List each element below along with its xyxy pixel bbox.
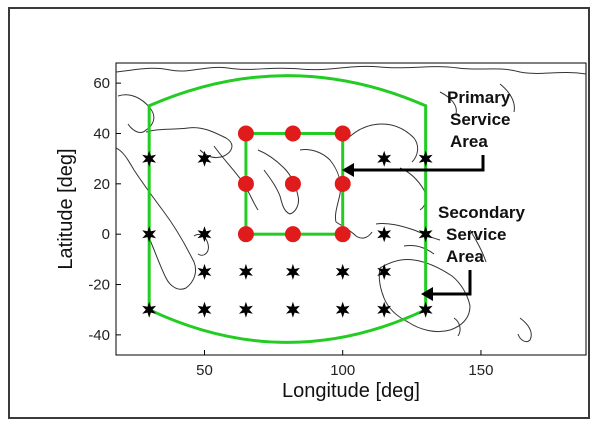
star-marker-13 — [142, 301, 157, 318]
star-marker-4 — [142, 226, 157, 243]
star-marker-11 — [335, 263, 350, 280]
y-tick-label: 40 — [93, 125, 110, 142]
star-marker-5 — [197, 226, 212, 243]
y-tick-label: 20 — [93, 176, 110, 193]
secondary-area-annotation: Secondary Service Area — [421, 203, 525, 301]
secondary-annotation-line-3: Area — [446, 247, 484, 266]
red-circle-marker-7 — [284, 226, 301, 243]
star-marker-9 — [239, 263, 253, 280]
star-marker-3 — [418, 150, 433, 167]
world-map-coastlines — [116, 65, 586, 343]
x-axis-title: Longitude [deg] — [282, 380, 420, 402]
star-marker-19 — [418, 301, 433, 318]
red-circle-marker-8 — [334, 226, 351, 243]
star-marker-14 — [197, 301, 212, 318]
star-marker-10 — [286, 263, 300, 280]
marker-layer — [142, 125, 433, 318]
secondary-arrowhead — [421, 287, 433, 301]
primary-annotation-arrow — [345, 155, 485, 172]
red-circle-marker-2 — [334, 125, 351, 142]
star-marker-6 — [377, 226, 392, 243]
y-axis-title: Latitude [deg] — [55, 148, 77, 269]
axis-ticks: 50 100 150 -40 -20 0 20 40 60 — [88, 75, 493, 379]
red-circle-marker-1 — [284, 125, 301, 142]
primary-arrowhead — [342, 163, 354, 177]
star-marker-16 — [286, 301, 300, 318]
plot-area — [115, 62, 587, 356]
star-marker-17 — [335, 301, 350, 318]
red-circle-marker-0 — [237, 125, 254, 142]
star-marker-1 — [197, 150, 212, 167]
primary-annotation-line-2: Service — [450, 110, 511, 129]
star-marker-12 — [377, 263, 392, 280]
star-marker-8 — [197, 263, 212, 280]
star-marker-0 — [142, 150, 157, 167]
primary-area-annotation: Primary Service Area — [342, 88, 511, 177]
red-circle-marker-3 — [237, 175, 254, 192]
x-tick-label: 150 — [468, 362, 493, 379]
star-marker-7 — [418, 226, 433, 243]
star-marker-2 — [377, 150, 392, 167]
red-circle-marker-5 — [334, 175, 351, 192]
y-tick-label: -20 — [88, 277, 110, 294]
y-tick-label: -40 — [88, 327, 110, 344]
x-tick-label: 100 — [330, 362, 355, 379]
y-tick-label: 0 — [102, 226, 110, 243]
star-marker-15 — [239, 301, 253, 318]
secondary-annotation-line-2: Service — [446, 225, 507, 244]
x-tick-label: 50 — [196, 362, 213, 379]
red-circle-marker-4 — [284, 175, 301, 192]
primary-annotation-line-1: Primary — [447, 88, 511, 107]
star-marker-18 — [377, 301, 392, 318]
primary-annotation-line-3: Area — [450, 132, 488, 151]
secondary-annotation-line-1: Secondary — [438, 203, 525, 222]
secondary-annotation-arrow — [424, 270, 472, 296]
y-tick-label: 60 — [93, 75, 110, 92]
red-circle-marker-6 — [237, 226, 254, 243]
